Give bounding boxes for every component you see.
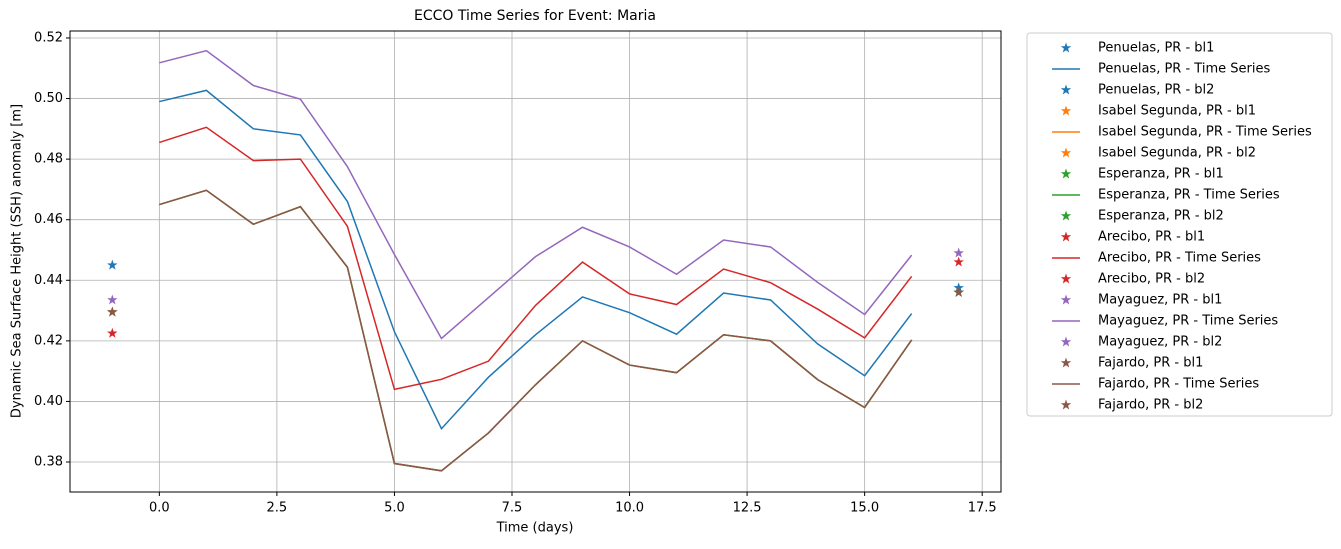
- legend-label: Isabel Segunda, PR - bl2: [1098, 146, 1256, 161]
- legend-marker: [1060, 399, 1072, 410]
- legend-marker: [1060, 147, 1072, 158]
- legend-label: Arecibo, PR - Time Series: [1098, 251, 1261, 266]
- y-tick-label: 0.44: [34, 273, 63, 288]
- star-marker: [107, 327, 118, 338]
- star-marker: [953, 256, 964, 267]
- legend-label: Mayaguez, PR - bl1: [1098, 293, 1222, 308]
- x-tick-label: 7.5: [502, 501, 523, 516]
- legend-label: Penuelas, PR - bl2: [1098, 83, 1214, 98]
- series-line: [159, 126, 913, 391]
- legend-marker: [1060, 231, 1072, 242]
- series-line: [159, 189, 913, 472]
- legend-label: Esperanza, PR - bl2: [1098, 209, 1224, 224]
- legend-label: Arecibo, PR - bl2: [1098, 272, 1205, 287]
- series-line: [159, 89, 913, 431]
- x-tick-label: 2.5: [267, 501, 288, 516]
- legend-marker: [1060, 168, 1072, 179]
- legend-marker: [1060, 357, 1072, 368]
- legend-label: Fajardo, PR - bl2: [1098, 398, 1203, 413]
- star-marker: [107, 294, 118, 305]
- y-tick-label: 0.40: [34, 394, 63, 409]
- legend-label: Penuelas, PR - Time Series: [1098, 62, 1270, 77]
- legend-label: Isabel Segunda, PR - bl1: [1098, 104, 1256, 119]
- y-tick-label: 0.48: [34, 152, 63, 167]
- x-axis-label: Time (days): [496, 521, 574, 536]
- legend-marker: [1060, 210, 1072, 221]
- x-tick-label: 5.0: [384, 501, 405, 516]
- x-tick-label: 17.5: [968, 501, 997, 516]
- legend-marker: [1060, 294, 1072, 305]
- star-marker: [953, 247, 964, 258]
- series-line: [159, 189, 913, 472]
- legend-label: Esperanza, PR - bl1: [1098, 167, 1224, 182]
- legend-box: [1026, 32, 1333, 417]
- star-marker: [953, 286, 964, 297]
- legend-marker: [1060, 84, 1072, 95]
- x-tick-label: 12.5: [733, 501, 762, 516]
- plot-frame: [69, 30, 1002, 493]
- y-tick-label: 0.50: [34, 91, 63, 106]
- y-tick-label: 0.42: [34, 333, 63, 348]
- star-marker: [107, 306, 118, 317]
- star-marker: [107, 259, 118, 270]
- legend-label: Esperanza, PR - Time Series: [1098, 188, 1280, 203]
- y-tick-label: 0.46: [34, 212, 63, 227]
- legend-marker: [1060, 336, 1072, 347]
- legend-marker: [1060, 42, 1072, 53]
- legend-label: Fajardo, PR - bl1: [1098, 356, 1203, 371]
- legend-label: Fajardo, PR - Time Series: [1098, 377, 1259, 392]
- legend-label: Mayaguez, PR - bl2: [1098, 335, 1222, 350]
- series-line: [159, 49, 913, 340]
- y-tick-label: 0.52: [34, 30, 63, 45]
- chart-title: ECCO Time Series for Event: Maria: [414, 8, 656, 24]
- x-tick-label: 0.0: [149, 501, 170, 516]
- legend-label: Mayaguez, PR - Time Series: [1098, 314, 1278, 329]
- y-axis-label: Dynamic Sea Surface Height (SSH) anomaly…: [10, 104, 25, 418]
- x-tick-label: 15.0: [850, 501, 879, 516]
- legend-marker: [1060, 273, 1072, 284]
- x-tick-label: 10.0: [615, 501, 644, 516]
- legend-label: Isabel Segunda, PR - Time Series: [1098, 125, 1312, 140]
- legend-label: Penuelas, PR - bl1: [1098, 41, 1214, 56]
- legend-label: Arecibo, PR - bl1: [1098, 230, 1205, 245]
- legend-marker: [1060, 105, 1072, 116]
- series-line: [159, 189, 913, 472]
- y-tick-label: 0.38: [34, 455, 63, 470]
